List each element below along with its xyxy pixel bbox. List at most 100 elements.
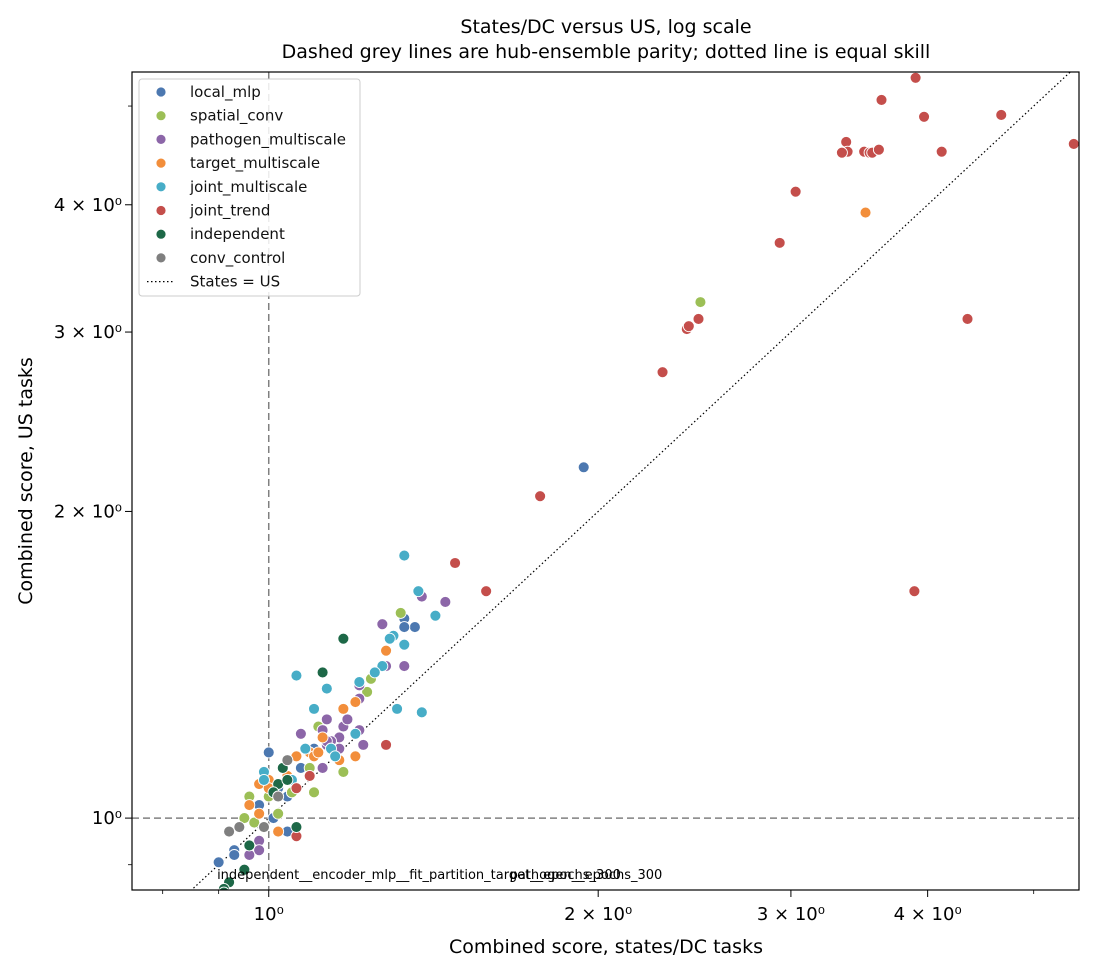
x-tick-label: 2 × 10⁰ xyxy=(564,904,632,925)
data-point xyxy=(398,638,411,651)
legend-box xyxy=(138,78,361,297)
data-point xyxy=(909,72,922,84)
data-point xyxy=(415,706,428,719)
data-point xyxy=(773,236,786,249)
data-point xyxy=(212,856,225,869)
series-joint-trend xyxy=(290,72,1079,843)
x-tick-label: 4 × 10⁰ xyxy=(894,904,962,925)
data-point xyxy=(258,821,270,833)
legend-label-pathogen-multiscale: pathogen_multiscale xyxy=(190,130,346,149)
data-point xyxy=(272,807,285,820)
data-point xyxy=(361,685,374,698)
data-point xyxy=(290,782,303,795)
data-point xyxy=(281,774,294,786)
data-point xyxy=(380,738,393,751)
data-point xyxy=(383,632,396,645)
data-point xyxy=(1067,137,1079,150)
data-point xyxy=(391,702,404,715)
data-point xyxy=(303,769,316,782)
data-point xyxy=(312,746,325,759)
data-point xyxy=(223,825,236,838)
data-point xyxy=(918,110,931,123)
plot-area: independent__encoder_mlp__fit_partition_… xyxy=(132,72,1079,890)
data-point xyxy=(349,750,362,763)
legend-label-local-mlp: local_mlp xyxy=(190,83,261,102)
data-point xyxy=(243,799,256,811)
data-point xyxy=(840,136,853,148)
axes-ticks: 10⁰ 2 × 10⁰ 3 × 10⁰ 4 × 10⁰ 10⁰ 2 × 10⁰ 3 × 10… xyxy=(54,105,1035,925)
data-point xyxy=(233,821,246,833)
data-point xyxy=(320,682,333,695)
legend: local_mlp spatial_conv pathogen_multiscale… xyxy=(138,78,361,297)
x-axis-label: Combined score, states/DC tasks xyxy=(449,936,763,958)
data-point xyxy=(272,790,285,803)
x-tick-label: 3 × 10⁰ xyxy=(757,904,825,925)
data-point xyxy=(394,606,407,619)
data-point xyxy=(308,786,320,799)
data-point xyxy=(398,621,411,634)
data-point xyxy=(228,849,241,861)
data-point xyxy=(238,863,251,876)
data-point xyxy=(908,585,921,598)
data-point xyxy=(398,660,411,673)
data-point xyxy=(692,313,705,325)
data-point xyxy=(316,731,329,744)
plot-frame xyxy=(131,71,1080,891)
data-point xyxy=(337,632,350,645)
y-axis-label: Combined score, US tasks xyxy=(15,357,37,605)
data-point xyxy=(253,844,266,857)
data-point xyxy=(368,666,381,679)
data-point xyxy=(357,738,370,751)
data-point xyxy=(835,146,848,159)
data-point xyxy=(449,557,462,569)
legend-label-equal-skill: States = US xyxy=(190,273,280,291)
legend-marker-joint-trend xyxy=(155,205,167,216)
data-point xyxy=(299,742,312,755)
data-point xyxy=(272,825,285,838)
chart-title: States/DC versus US, log scale xyxy=(460,16,751,38)
point-annotation: pathogen__epochs_300 xyxy=(510,868,663,883)
series-independent xyxy=(217,632,350,890)
data-point xyxy=(995,109,1008,121)
legend-marker-local-mlp xyxy=(155,86,167,98)
data-point xyxy=(290,669,303,682)
legend-marker-conv-control xyxy=(155,252,167,264)
y-tick-label: 4 × 10⁰ xyxy=(54,195,122,216)
legend-label-joint-multiscale: joint_multiscale xyxy=(189,178,307,197)
data-point xyxy=(316,666,329,679)
data-point xyxy=(694,296,707,309)
legend-marker-pathogen-multiscale xyxy=(155,133,167,145)
data-point xyxy=(429,609,442,622)
data-point xyxy=(859,206,872,219)
legend-marker-joint-multiscale xyxy=(155,181,167,193)
data-point xyxy=(439,595,452,608)
legend-label-joint-trend: joint_trend xyxy=(189,202,270,221)
data-point xyxy=(290,821,303,833)
data-point xyxy=(398,549,411,562)
data-point xyxy=(320,713,333,726)
data-point xyxy=(412,585,425,598)
data-point xyxy=(353,676,366,689)
data-point xyxy=(337,765,350,778)
data-point xyxy=(376,660,389,673)
legend-label-conv-control: conv_control xyxy=(190,249,285,268)
data-point xyxy=(218,886,230,890)
data-point xyxy=(875,93,888,106)
legend-marker-spatial-conv xyxy=(155,110,167,122)
data-point xyxy=(789,185,802,198)
data-point xyxy=(872,143,885,156)
y-tick-label: 2 × 10⁰ xyxy=(54,501,122,522)
data-point xyxy=(253,807,266,820)
legend-label-target-multiscale: target_multiscale xyxy=(190,154,320,173)
data-point xyxy=(480,585,493,598)
data-point xyxy=(349,696,362,708)
data-point xyxy=(316,762,329,774)
data-point xyxy=(408,621,421,634)
series-conv-control xyxy=(223,754,294,838)
data-point xyxy=(349,727,362,740)
data-point xyxy=(380,644,393,657)
data-point xyxy=(577,461,590,474)
data-point xyxy=(258,774,270,786)
legend-marker-independent xyxy=(155,228,167,240)
